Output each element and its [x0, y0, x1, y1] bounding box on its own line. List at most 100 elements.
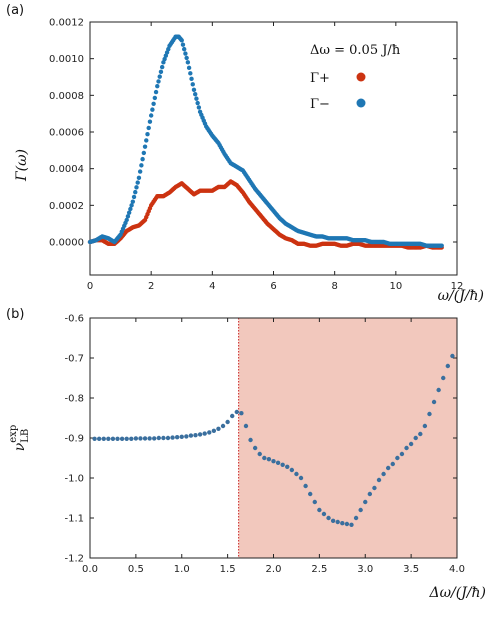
series-1-point: [195, 100, 200, 106]
series-0-point: [317, 507, 322, 513]
series-0-point: [225, 419, 230, 425]
series-0-point: [330, 518, 336, 523]
x-tick-label: 1.0: [174, 564, 190, 575]
series-0-point: [133, 436, 139, 441]
series-0-point: [427, 411, 432, 417]
series-1-point: [152, 95, 158, 101]
x-tick-label: 2.5: [311, 564, 327, 575]
series-0-point: [353, 515, 359, 521]
series-0-point: [340, 521, 345, 526]
series-1-point: [131, 194, 137, 200]
series-0-point: [239, 411, 244, 416]
series-0-point: [344, 521, 350, 527]
series-0-point: [335, 519, 340, 525]
y-tick-label: 0.0012: [49, 18, 84, 29]
series-0-point: [216, 426, 221, 431]
series-0-point: [422, 423, 428, 429]
series-0-point: [252, 445, 258, 451]
y-tick-label: -0.8: [64, 394, 84, 405]
series-0-point: [119, 436, 125, 441]
panel-a-xlabel: ω/(J/ħ): [438, 288, 484, 304]
series-1-point: [196, 105, 202, 110]
panel-b-points: [92, 353, 455, 527]
series-0-point: [404, 445, 409, 451]
series-0-point: [275, 460, 281, 465]
series-0-point: [156, 435, 162, 441]
panel-a-label: (a): [6, 3, 24, 18]
series-0-point: [399, 451, 405, 457]
series-0-point: [230, 413, 235, 419]
series-1-point: [439, 243, 444, 248]
series-0-point: [161, 435, 166, 441]
series-1-point: [161, 60, 166, 65]
series-1-point: [151, 101, 156, 106]
series-0-point: [124, 436, 129, 441]
x-tick-label: 10: [389, 281, 402, 292]
series-0-point: [285, 464, 290, 469]
series-0-point: [138, 436, 143, 441]
series-0-point: [395, 455, 400, 461]
series-0-point: [101, 436, 106, 441]
series-0-point: [142, 436, 148, 441]
x-tick-label: 6: [270, 281, 276, 292]
series-1-point: [130, 199, 136, 204]
series-1-point: [186, 65, 192, 71]
series-0-point: [431, 399, 437, 405]
series-0-point: [179, 434, 184, 439]
series-1-point: [148, 113, 154, 118]
series-0-point: [115, 436, 120, 441]
x-tick-label: 2: [148, 281, 154, 292]
series-1-point: [133, 189, 138, 195]
y-tick-label: 0.0000: [49, 238, 84, 249]
series-1-point: [163, 53, 169, 58]
series-0-point: [262, 455, 267, 461]
series-0-point: [303, 483, 308, 489]
x-tick-label: 12: [451, 281, 464, 292]
y-tick-label: 0.0006: [49, 128, 84, 139]
x-tick-label: 3.5: [403, 564, 419, 575]
series-1-point: [142, 144, 148, 149]
series-0-point: [165, 435, 171, 441]
series-1-point: [164, 50, 170, 55]
series-1-point: [147, 119, 153, 124]
series-1-point: [153, 89, 159, 95]
series-1-point: [157, 74, 162, 79]
series-1-point: [180, 42, 186, 47]
series-0-point: [106, 436, 111, 441]
x-tick-label: 0: [87, 281, 93, 292]
series-0-point: [129, 436, 134, 441]
series-1-point: [145, 132, 150, 137]
x-tick-label: 8: [331, 281, 337, 292]
series-0-point: [450, 353, 455, 359]
series-0-point: [220, 423, 226, 429]
series-1-point: [128, 206, 133, 212]
series-1-point: [185, 60, 191, 65]
series-0-point: [445, 363, 451, 369]
series-1-point: [125, 214, 131, 219]
y-tick-label: -1.2: [64, 554, 84, 565]
y-tick-label: -0.6: [64, 314, 84, 325]
panel-b-ticks: 0.0 0.5 1.0 1.5 2.0 2.5 3.0 3.5 4.0 -1.2 -1.1 -1.0 -…: [64, 314, 464, 576]
y-tick-label: 0.0008: [49, 91, 84, 102]
series-0-point: [193, 433, 198, 438]
series-1-point: [159, 64, 165, 70]
panel-b-ylabel-sup: exp: [8, 425, 19, 443]
series-0-point: [385, 465, 391, 471]
series-0-point: [271, 459, 276, 464]
series-0-point: [248, 437, 253, 443]
legend-gamma-plus-marker: [356, 72, 366, 82]
x-tick-label: 2.0: [266, 564, 282, 575]
series-0-point: [243, 423, 249, 429]
series-0-point: [207, 430, 212, 435]
series-1-point: [166, 46, 171, 52]
series-0-point: [294, 471, 299, 477]
series-1-point: [144, 138, 149, 143]
series-1-point: [190, 82, 195, 87]
series-0-point: [308, 491, 313, 497]
series-0-point: [312, 499, 317, 505]
panel-b-plot: 0.0 0.5 1.0 1.5 2.0 2.5 3.0 3.5 4.0 -1.2 -1.1 -1.0 -…: [64, 314, 464, 576]
series-0-point: [436, 387, 441, 393]
series-0-point: [266, 457, 272, 462]
series-0-point: [152, 436, 157, 441]
series-1-point: [189, 76, 194, 82]
